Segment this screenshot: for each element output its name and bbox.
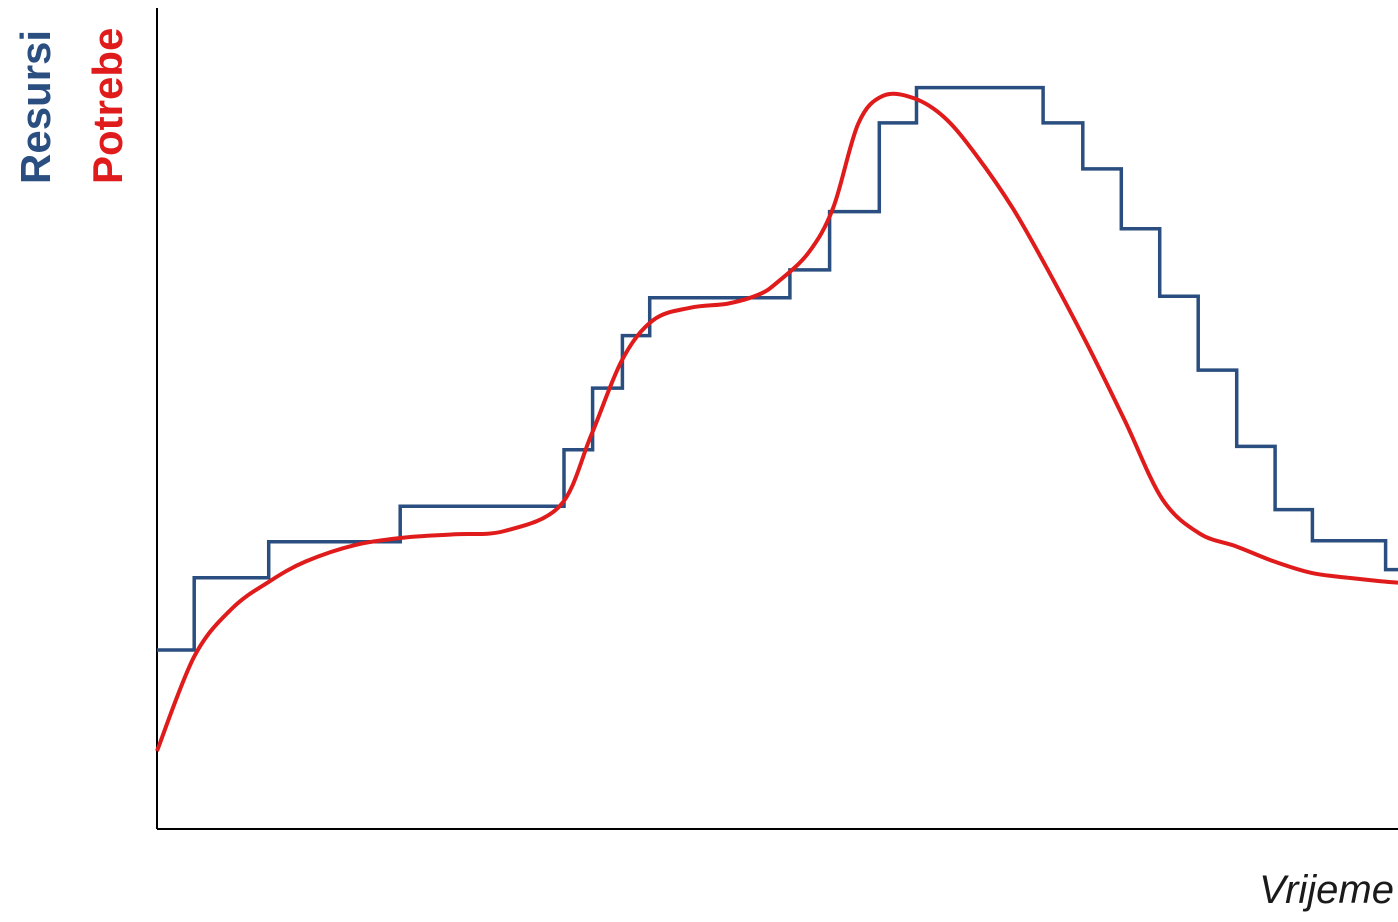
series-layer	[155, 85, 1398, 752]
x-axis-label: Vrijeme	[1259, 868, 1394, 912]
y-axis-label-potrebe: Potrebe	[84, 27, 131, 184]
series-line-potrebe	[155, 91, 1398, 752]
series-line-resursi	[157, 85, 1398, 652]
y-axis-label-resursi: Resursi	[12, 29, 59, 184]
